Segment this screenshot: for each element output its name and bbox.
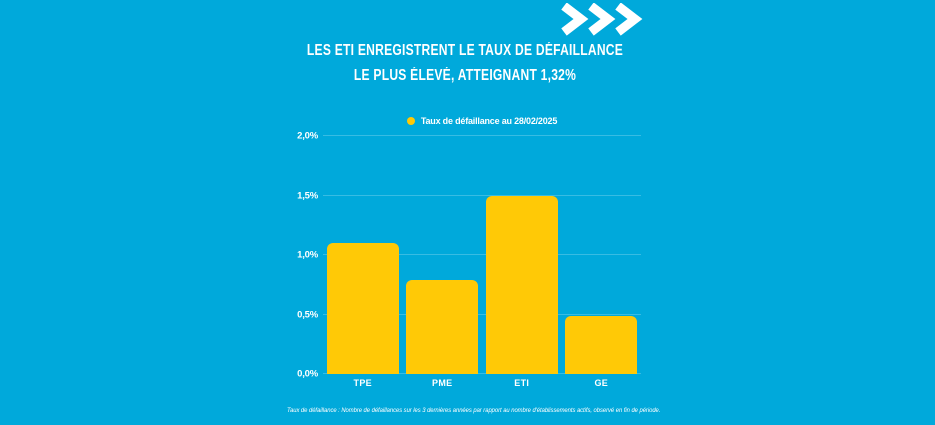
y-tick-label: 0,0% bbox=[297, 368, 318, 380]
x-tick-label: GE bbox=[594, 378, 609, 388]
x-tick-label: ETI bbox=[514, 378, 530, 388]
bars-layer: TPE PME ETI GE bbox=[323, 136, 642, 388]
y-tick-label: 2,0% bbox=[297, 130, 318, 142]
x-tick-label: PME bbox=[432, 378, 453, 388]
x-tick-label: TPE bbox=[353, 378, 372, 388]
chart-title-line2: LE PLUS ÉLEVÉ, ATTEIGNANT 1,32% bbox=[353, 67, 577, 84]
y-tick-label: 1,0% bbox=[297, 249, 318, 261]
chart-title-line1: LES ETI ENREGISTRENT LE TAUX DE DÉFAILLA… bbox=[306, 42, 624, 59]
legend-dot-icon bbox=[406, 117, 415, 125]
bar-slot-tpe: TPE bbox=[323, 136, 403, 388]
y-tick-label: 0,5% bbox=[297, 309, 318, 320]
legend-label: Taux de défaillance au 28/02/2025 bbox=[420, 116, 558, 126]
gridline bbox=[323, 254, 641, 255]
legend: Taux de défaillance au 28/02/2025 bbox=[323, 113, 641, 129]
chart-title: LES ETI ENREGISTRENT LE TAUX DE DÉFAILLA… bbox=[230, 38, 700, 88]
bar-tpe bbox=[326, 243, 399, 374]
bar-slot-ge: GE bbox=[562, 136, 642, 388]
gridline bbox=[323, 313, 641, 315]
gridline bbox=[323, 194, 641, 196]
footnote: Taux de défaillance : Nombre de défailla… bbox=[287, 407, 661, 414]
bar-pme bbox=[406, 280, 479, 374]
gridline bbox=[323, 373, 641, 374]
y-tick-label: 1,5% bbox=[297, 190, 318, 201]
chevrons-icon bbox=[561, 3, 643, 36]
bar-eti bbox=[485, 195, 558, 374]
gridlines-layer bbox=[323, 135, 641, 374]
bar-slot-pme: PME bbox=[403, 136, 483, 388]
bar-slot-eti: ETI bbox=[482, 136, 562, 388]
gridline bbox=[323, 135, 641, 136]
bar-ge bbox=[565, 315, 638, 374]
plot-area: 0,0% 0,5% 1,0% 1,5% 2,0% TPE PME ETI GE bbox=[297, 131, 642, 388]
